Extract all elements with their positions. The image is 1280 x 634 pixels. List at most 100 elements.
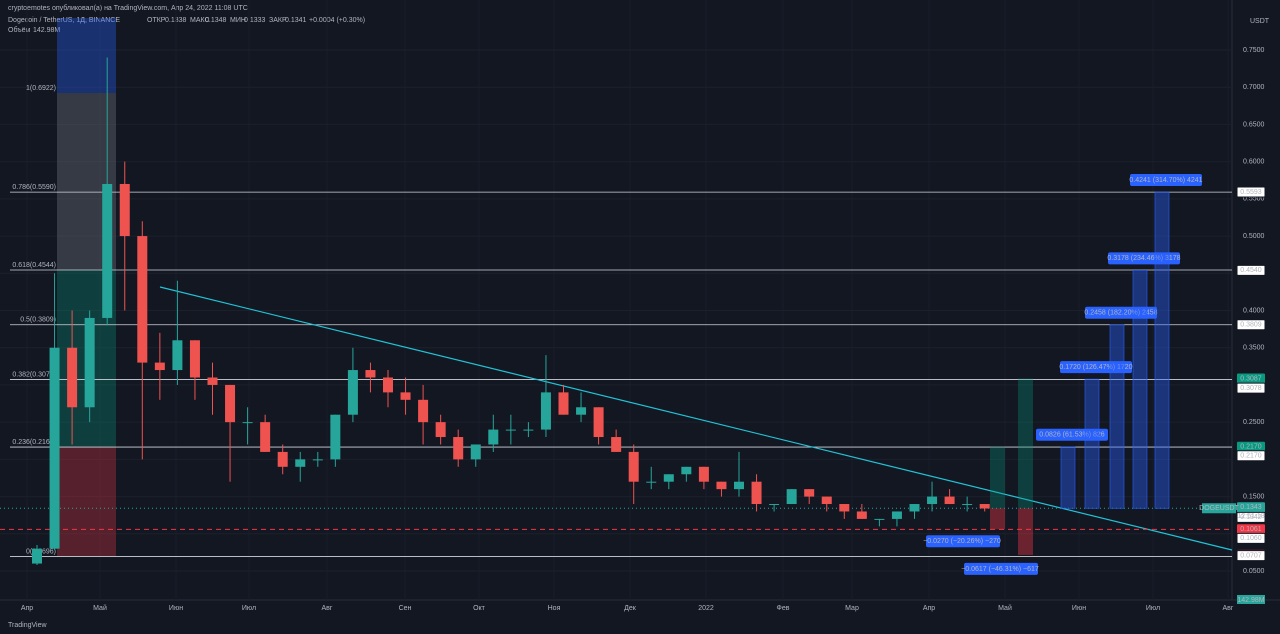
measure-label: −0.0617 (−46.31%) −617 bbox=[961, 566, 1039, 573]
candle-body bbox=[716, 481, 727, 490]
price-tick-label: 0.6000 bbox=[1243, 158, 1265, 165]
measure-label: 0.4241 (314.70%) 4241 bbox=[1129, 177, 1202, 184]
candle-body bbox=[540, 392, 551, 430]
price-tick-label: 0.1500 bbox=[1243, 493, 1265, 500]
candle-body bbox=[137, 236, 148, 363]
value: 0.1341 bbox=[285, 17, 307, 24]
candle-body bbox=[909, 504, 920, 512]
time-label: Сен bbox=[399, 605, 412, 612]
time-label: Фев bbox=[777, 605, 790, 612]
candle-body bbox=[383, 377, 393, 393]
candle-body bbox=[102, 183, 113, 318]
axis-tag-label: 0.4540 bbox=[1240, 267, 1262, 274]
measure-box bbox=[1130, 173, 1202, 186]
candle-body bbox=[558, 392, 569, 415]
symbol-tag-label: DOGEUSDT bbox=[1199, 505, 1239, 512]
candle-body bbox=[874, 518, 885, 520]
candle-body bbox=[646, 481, 657, 483]
label: Объём bbox=[8, 26, 30, 34]
axis-tag-label: 0.1342 bbox=[1240, 514, 1262, 521]
candle-body bbox=[330, 414, 341, 460]
fib-label: 0.5(0.3809) bbox=[20, 317, 56, 324]
change: +0.0004 (+0.30%) bbox=[309, 17, 365, 24]
price-tick-label: 0.5000 bbox=[1243, 233, 1265, 240]
loss-zone bbox=[1018, 508, 1033, 555]
trendline bbox=[159, 286, 1233, 551]
candle-body bbox=[821, 496, 832, 505]
axis-tag-label: 0.3087 bbox=[1240, 375, 1262, 382]
candle-body bbox=[400, 392, 411, 400]
time-label: Апр bbox=[21, 605, 33, 612]
measure-box bbox=[1036, 428, 1108, 441]
candle-body bbox=[225, 384, 236, 423]
value: 142.98M bbox=[33, 27, 60, 34]
axis-tag bbox=[1236, 382, 1266, 394]
measure-box bbox=[926, 535, 1000, 548]
measure-label: 0.1720 (126.47%) 1720 bbox=[1059, 364, 1132, 371]
time-label: Окт bbox=[473, 605, 486, 612]
candle-body bbox=[628, 451, 639, 482]
candle-body bbox=[927, 496, 938, 505]
fib-label: 0.618(0.4544) bbox=[12, 262, 56, 269]
candle-body bbox=[189, 340, 200, 378]
fib-label: 0.786(0.5590) bbox=[12, 184, 56, 191]
target-bar bbox=[1109, 324, 1125, 509]
axis-tag-label: 0.1343 bbox=[1240, 504, 1262, 511]
profit-zone bbox=[1018, 378, 1033, 509]
candle-body bbox=[119, 183, 130, 237]
candle-body bbox=[154, 362, 165, 371]
candle-body bbox=[49, 347, 60, 549]
target-bar bbox=[1084, 378, 1100, 509]
time-label: Мар bbox=[845, 605, 859, 612]
candle-body bbox=[435, 422, 446, 438]
measure-box bbox=[1085, 306, 1157, 319]
label: МИН bbox=[230, 17, 246, 24]
candle-body bbox=[505, 429, 516, 431]
price-tick-label: 0.2500 bbox=[1243, 419, 1265, 426]
candle-body bbox=[576, 407, 587, 415]
candle-body bbox=[523, 429, 534, 431]
candle-body bbox=[32, 548, 42, 564]
price-tick-label: 0.0500 bbox=[1243, 568, 1265, 575]
time-label: Июн bbox=[169, 605, 183, 612]
fib-label: 0.382(0.3074) bbox=[12, 371, 56, 378]
axis-tag-label: 0.3078 bbox=[1240, 385, 1262, 392]
axis-tag-label: 0.1060 bbox=[1240, 535, 1262, 542]
candle-body bbox=[751, 481, 762, 505]
time-label: 2022 bbox=[698, 605, 714, 612]
axis-tag-label: 0.2170 bbox=[1240, 444, 1262, 451]
candle-body bbox=[84, 317, 95, 408]
price-tick-label: 0.5500 bbox=[1243, 196, 1265, 203]
axis-tag bbox=[1237, 441, 1265, 452]
measure-box bbox=[1108, 252, 1180, 265]
measure-box bbox=[1060, 361, 1132, 374]
candle-body bbox=[891, 511, 902, 519]
axis-tag bbox=[1236, 450, 1266, 462]
candle-body bbox=[418, 399, 429, 423]
time-label: Авг bbox=[322, 605, 333, 612]
volume-tag bbox=[1237, 595, 1265, 604]
time-label: Авг bbox=[1223, 605, 1234, 612]
axis-tag-label: 0.5593 bbox=[1240, 189, 1262, 196]
volume-tag-label: 142.98M bbox=[1237, 597, 1264, 604]
axis-tag-label: 0.1061 bbox=[1240, 526, 1262, 533]
candle-body bbox=[944, 496, 955, 505]
measure-box bbox=[964, 562, 1038, 575]
time-label: Июл bbox=[1146, 605, 1160, 612]
candle-body bbox=[856, 511, 867, 519]
fib-label: 1(0.6922) bbox=[26, 85, 56, 92]
time-label: Ноя bbox=[548, 605, 561, 612]
candle-body bbox=[804, 489, 815, 497]
time-label: Июн bbox=[1072, 605, 1086, 612]
candle-body bbox=[769, 504, 780, 506]
candle-body bbox=[347, 370, 358, 415]
price-tick-label: 0.6500 bbox=[1243, 121, 1265, 128]
candle-body bbox=[681, 466, 692, 475]
axis-tag-label: 0.3809 bbox=[1240, 322, 1262, 329]
measure-label: 0.2458 (182.20%) 2458 bbox=[1084, 310, 1157, 317]
time-label: Май bbox=[93, 604, 107, 612]
candle-body bbox=[277, 451, 288, 467]
candle-body bbox=[207, 377, 218, 385]
